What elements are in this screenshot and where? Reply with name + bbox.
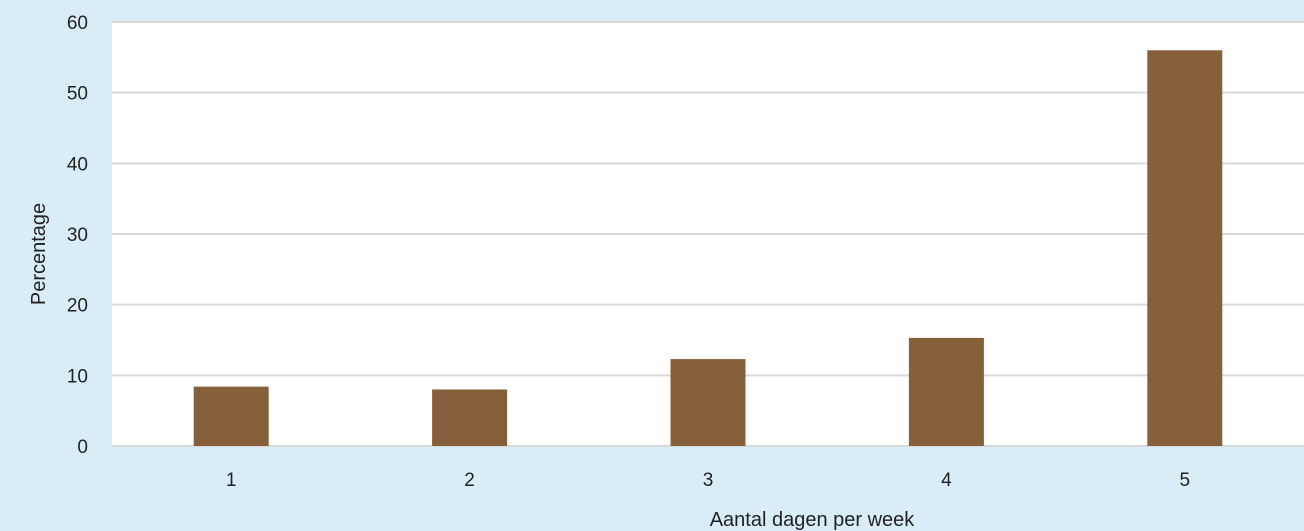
x-tick-label: 5	[1180, 470, 1191, 491]
y-tick-label: 50	[67, 84, 88, 105]
y-tick-label: 10	[67, 366, 88, 387]
bar-3	[670, 359, 746, 446]
x-axis-title: Aantal dagen per week	[710, 509, 916, 531]
x-tick-label: 4	[941, 470, 952, 491]
bars	[193, 50, 1223, 447]
bar-5	[1147, 50, 1223, 447]
x-tick-label: 3	[703, 470, 714, 491]
y-axis-title: Percentage	[28, 203, 50, 305]
bar-4	[908, 337, 984, 446]
y-tick-label: 0	[77, 437, 88, 458]
x-axis-ticks: 1 2 3 4 5	[226, 470, 1190, 491]
y-tick-label: 40	[67, 154, 88, 175]
y-tick-label: 30	[67, 225, 88, 246]
bar-2	[432, 389, 508, 446]
y-tick-label: 20	[67, 296, 88, 317]
x-tick-label: 2	[464, 470, 475, 491]
x-tick-label: 1	[226, 470, 237, 491]
bar-1	[193, 386, 269, 446]
y-tick-label: 60	[67, 13, 88, 34]
y-axis-ticks: 0 10 20 30 40 50 60	[67, 13, 88, 458]
